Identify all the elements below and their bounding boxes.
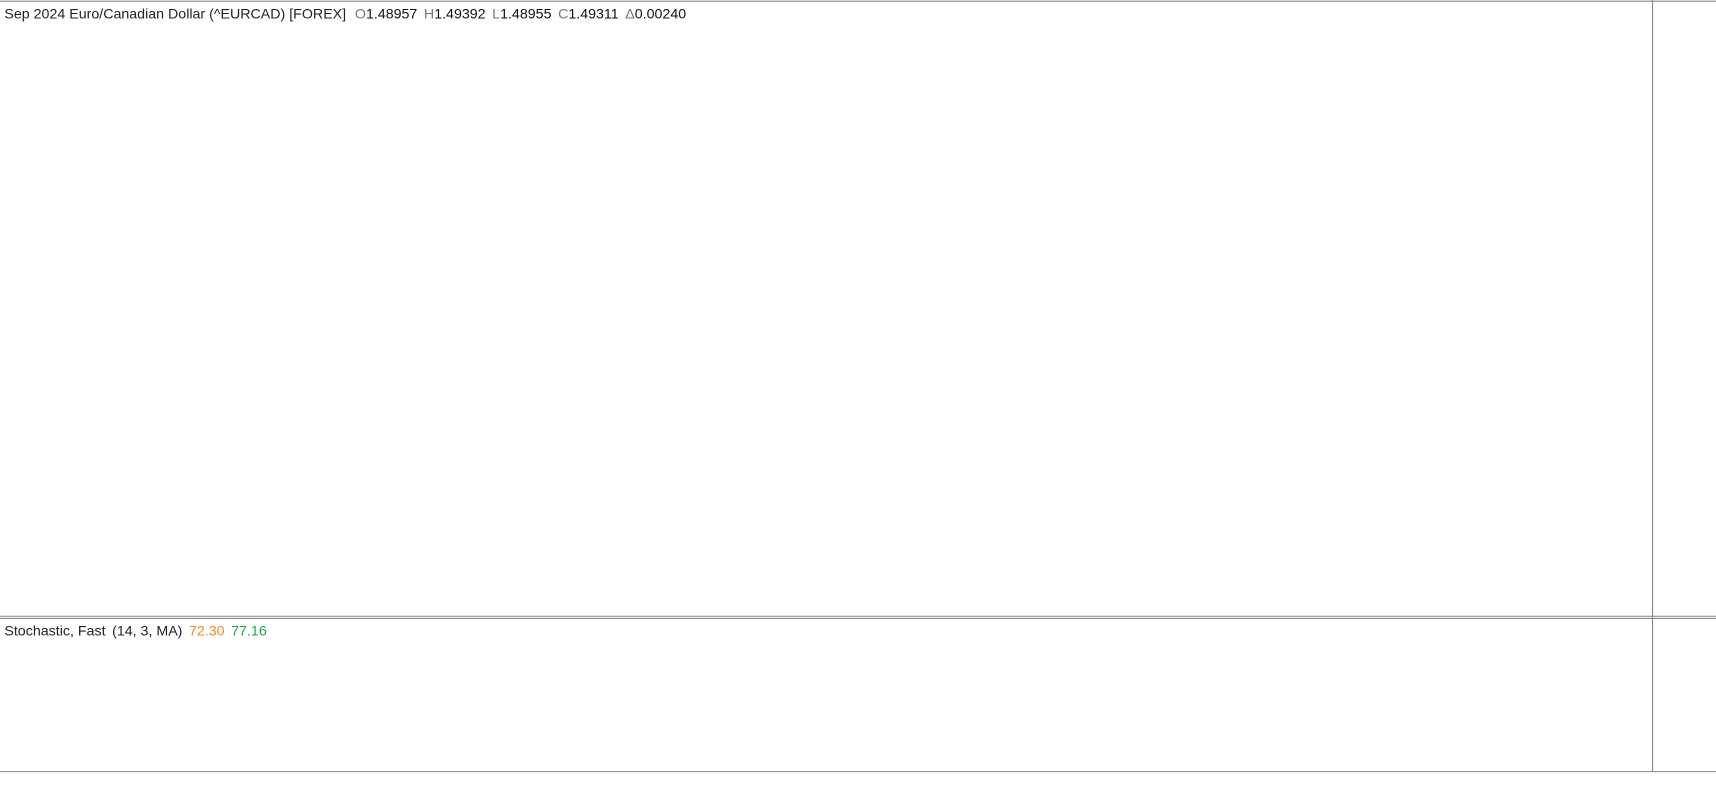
readout-value: 1.48955 xyxy=(500,6,551,22)
stoch-header: Stochastic, Fast (14, 3, MA) 72.30 77.16 xyxy=(4,623,266,639)
readout-value: 1.49311 xyxy=(568,6,618,22)
indicator-params: (14, 3, MA) xyxy=(112,623,182,639)
readout-value: 0.00240 xyxy=(635,6,686,22)
readout-prefix: Δ xyxy=(625,6,635,22)
readout-value: 1.48957 xyxy=(366,6,417,22)
chart-title: Sep 2024 Euro/Canadian Dollar (^EURCAD) … xyxy=(4,6,346,22)
readout-prefix: H xyxy=(424,6,434,22)
price-header: Sep 2024 Euro/Canadian Dollar (^EURCAD) … xyxy=(4,6,686,22)
readout-value: 1.49392 xyxy=(434,6,485,22)
readout-value: 72.30 xyxy=(189,623,225,639)
readout-prefix: L xyxy=(492,6,500,22)
readout-value: 77.16 xyxy=(231,623,267,639)
readout-prefix: O xyxy=(355,6,366,22)
indicator-title: Stochastic, Fast xyxy=(4,623,105,639)
readout-prefix: C xyxy=(558,6,568,22)
